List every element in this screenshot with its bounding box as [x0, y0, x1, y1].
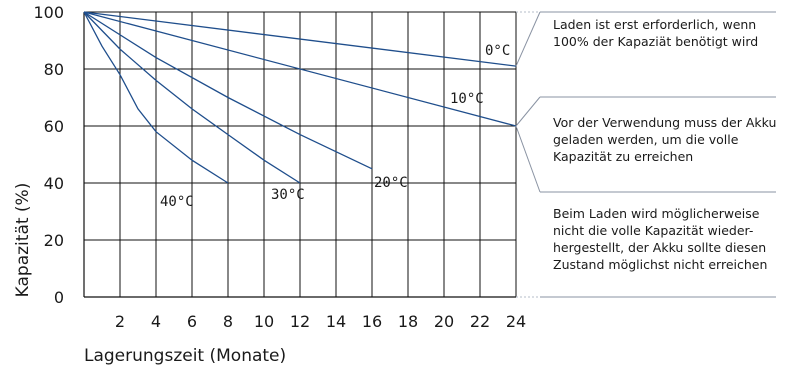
series-label: 10°C	[450, 91, 484, 107]
note-charge-before-use: Vor der Verwendung muss der Akku geladen…	[553, 115, 777, 164]
connector-line	[515, 11, 541, 67]
series-line-40c	[83, 11, 229, 184]
note-connectors	[515, 11, 776, 298]
x-tick-label: 12	[290, 312, 310, 331]
y-tick-label: 20	[44, 231, 64, 250]
y-tick-label: 60	[44, 117, 64, 136]
x-tick-label: 8	[223, 312, 233, 331]
series-line-30c	[83, 11, 301, 184]
series-line-10c	[83, 11, 517, 127]
y-tick-label: 80	[44, 60, 64, 79]
note-capacity-loss: Beim Laden wird möglicherweise nicht die…	[553, 206, 768, 272]
chart-grid	[83, 11, 517, 298]
note-charging-optional: Laden ist erst erforderlich, wenn 100% d…	[553, 17, 759, 49]
x-tick-label: 4	[151, 312, 161, 331]
x-axis-title: Lagerungszeit (Monate)	[84, 346, 286, 366]
y-tick-label: 0	[54, 288, 64, 307]
x-tick-label: 18	[398, 312, 418, 331]
x-tick-label: 10	[254, 312, 274, 331]
connector-line	[515, 96, 541, 127]
y-tick-label: 40	[44, 174, 64, 193]
series-line-20c	[83, 11, 373, 170]
y-tick-label: 100	[33, 3, 64, 22]
connector-line	[515, 125, 541, 193]
x-tick-label: 14	[326, 312, 346, 331]
x-tick-label: 6	[187, 312, 197, 331]
x-tick-label: 24	[506, 312, 526, 331]
x-tick-label: 2	[115, 312, 125, 331]
series-line-0c	[83, 11, 517, 67]
x-tick-label: 16	[362, 312, 382, 331]
chart-series	[83, 11, 517, 184]
series-label: 0°C	[485, 43, 510, 59]
series-label: 40°C	[160, 194, 194, 210]
x-tick-label: 22	[470, 312, 490, 331]
x-tick-label: 20	[434, 312, 454, 331]
series-label: 20°C	[374, 175, 408, 191]
y-axis-title: Kapazität (%)	[13, 183, 33, 298]
series-label: 30°C	[271, 187, 305, 203]
